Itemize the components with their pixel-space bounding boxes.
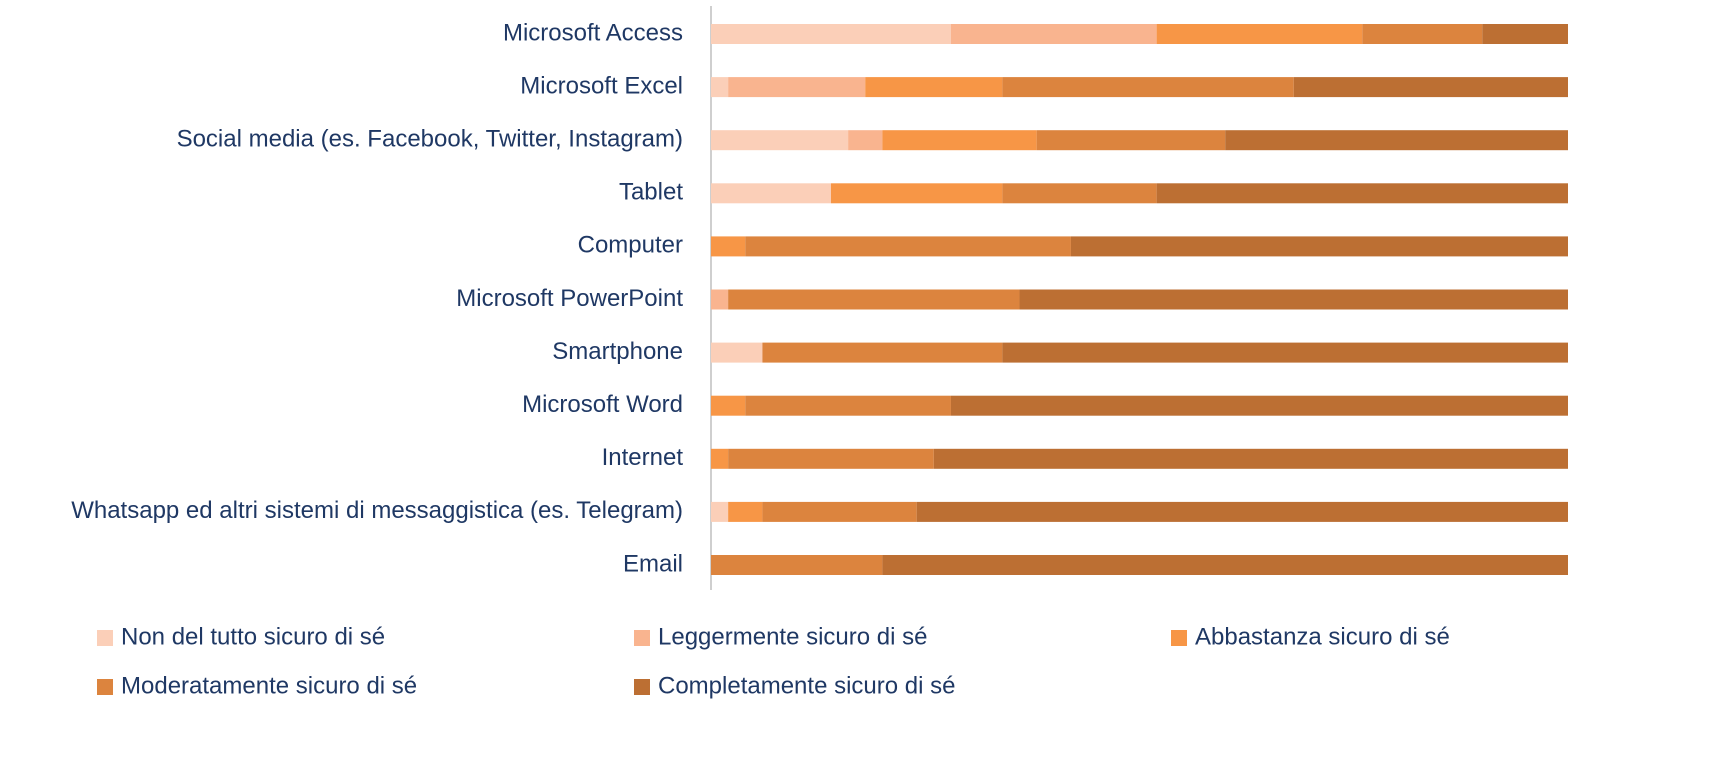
bar-segment [950,395,1568,416]
y-tick-label: Microsoft PowerPoint [456,285,683,312]
bar-segment [762,342,1003,363]
legend-label: Moderatamente sicuro di sé [121,672,417,699]
legend-swatch [97,630,113,646]
legend-label: Completamente sicuro di sé [658,672,955,699]
bar-segment [711,236,746,257]
bar-segment [711,130,849,151]
bar-segment [711,289,729,310]
bar-segment [1362,24,1483,44]
bar-segment [762,501,917,522]
bar-segment [830,183,1003,204]
bar-segment [711,448,729,469]
bar-segment [1036,130,1226,151]
legend-swatch [634,679,650,695]
y-tick-label: Microsoft Access [503,19,683,46]
y-tick-label: Internet [602,444,684,471]
bar-segment [711,501,729,522]
bar-segment [728,77,866,98]
bar-segment [728,501,763,522]
bar-segment [1002,183,1157,204]
bar-segment [711,77,729,98]
bar-segment [848,130,883,151]
bar-segment [1002,77,1294,98]
bar-segment [1482,24,1568,44]
bar-segment [711,555,883,575]
bar-segment [711,395,746,416]
bar-segment [933,448,1568,469]
bar-segment [728,289,1020,310]
bar-segment [1156,24,1363,44]
legend-swatch [97,679,113,695]
bar-segment [1019,289,1568,310]
bar-segment [882,130,1037,151]
bar-segment [711,342,763,363]
y-tick-label: Smartphone [552,338,683,365]
legend-label: Leggermente sicuro di sé [658,623,927,650]
bar-segment [1293,77,1568,98]
bar-segment [728,448,934,469]
legend-swatch [634,630,650,646]
legend-label: Non del tutto sicuro di sé [121,623,385,650]
bar-segment [916,501,1568,522]
y-tick-label: Email [623,550,683,577]
bar-segment [950,24,1157,44]
bar-segment [711,24,951,44]
y-tick-label: Whatsapp ed altri sistemi di messaggisti… [71,497,683,524]
legend-label: Abbastanza sicuro di sé [1195,623,1450,650]
y-tick-label: Microsoft Word [522,391,683,418]
bar-segment [1225,130,1568,151]
y-tick-label: Social media (es. Facebook, Twitter, Ins… [177,126,683,153]
bar-segment [1156,183,1568,204]
bar-segment [1070,236,1568,257]
bar-segment [865,77,1003,98]
bar-segment [711,183,831,204]
bar-segment [745,236,1071,257]
bar-segment [882,555,1568,575]
y-tick-label: Microsoft Excel [520,72,683,99]
y-tick-label: Tablet [619,179,683,206]
legend-swatch [1171,630,1187,646]
bar-segment [1002,342,1568,363]
bar-segment [745,395,951,416]
y-tick-label: Computer [578,232,683,259]
